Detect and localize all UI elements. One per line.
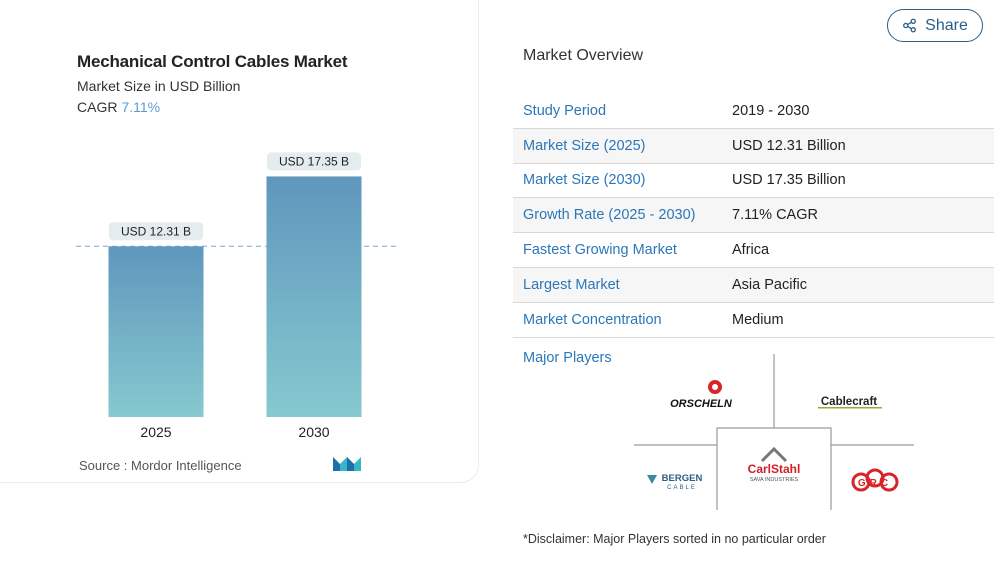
cablecraft-logo: Cablecraft: [818, 396, 882, 409]
share-button[interactable]: Share: [887, 9, 983, 42]
overview-table: Study Period 2019 - 2030 Market Size (20…: [513, 94, 994, 338]
chart-subtitle: Market Size in USD Billion: [77, 78, 241, 94]
cagr-label: CAGR: [77, 99, 118, 115]
overview-value: Asia Pacific: [732, 276, 807, 293]
overview-row: Market Size (2025) USD 12.31 Billion: [513, 128, 994, 164]
share-icon: [903, 18, 917, 33]
x-tick-label: 2025: [140, 424, 171, 440]
overview-row: Market Size (2030) USD 17.35 Billion: [513, 164, 994, 199]
share-label: Share: [925, 16, 968, 34]
carlstahl-text: CarlStahl: [748, 462, 801, 476]
overview-value: 2019 - 2030: [732, 102, 810, 119]
chart-card: [0, 0, 479, 483]
overview-label: Market Size (2025): [523, 137, 646, 154]
overview-row: Study Period 2019 - 2030: [513, 94, 994, 129]
sava-text: SAVA INDUSTRIES: [750, 477, 799, 483]
major-players-label: Major Players: [523, 350, 612, 366]
overview-label: Growth Rate (2025 - 2030): [523, 207, 696, 224]
carlstahl-logo: CarlStahl SAVA INDUSTRIES: [748, 446, 801, 483]
cablecraft-text: Cablecraft: [821, 396, 877, 408]
overview-value: Medium: [732, 311, 784, 328]
grc-logo: GRC: [851, 468, 899, 492]
overview-value: Africa: [732, 242, 770, 259]
overview-row: Fastest Growing Market Africa: [513, 233, 994, 268]
overview-row: Market Concentration Medium: [513, 303, 994, 338]
mordor-intelligence-logo: [333, 457, 361, 471]
overview-value: USD 12.31 Billion: [732, 137, 846, 154]
bar-chart: USD 12.31 B 2025 USD 17.35 B 2030: [76, 152, 398, 440]
bergen-cable-logo: BERGEN CABLE: [647, 473, 702, 491]
overview-row: Growth Rate (2025 - 2030) 7.11% CAGR: [513, 198, 994, 234]
data-label-bg: [109, 222, 203, 241]
data-label-bg: [267, 152, 361, 171]
overview-label: Market Concentration: [523, 311, 662, 328]
overview-title: Market Overview: [523, 47, 644, 64]
overview-value: 7.11% CAGR: [732, 207, 818, 224]
cagr-value: 7.11%: [121, 99, 161, 115]
orscheln-text: ORSCHELN: [670, 398, 733, 410]
source-text: Source : Mordor Intelligence: [79, 458, 242, 473]
overview-label: Study Period: [523, 102, 607, 119]
bergen-text: BERGEN: [662, 473, 703, 484]
overview-label: Largest Market: [523, 276, 620, 293]
chart-title: Mechanical Control Cables Market: [77, 52, 348, 71]
bar-2030: [266, 176, 362, 417]
data-label: USD 12.31 B: [121, 224, 191, 238]
x-tick-label: 2030: [298, 424, 329, 440]
disclaimer: *Disclaimer: Major Players sorted in no …: [523, 532, 826, 546]
bar-2025: [108, 246, 204, 417]
cagr-line: CAGR 7.11%: [77, 99, 160, 115]
bergen-cable-text: CABLE: [667, 485, 697, 491]
orscheln-logo: ORSCHELN: [670, 380, 733, 410]
overview-row: Largest Market Asia Pacific: [513, 267, 994, 303]
overview-value: USD 17.35 Billion: [732, 172, 846, 189]
overview-label: Market Size (2030): [523, 172, 646, 189]
data-label: USD 17.35 B: [279, 154, 349, 168]
overview-label: Fastest Growing Market: [523, 242, 677, 259]
grc-text: GRC: [858, 478, 892, 489]
